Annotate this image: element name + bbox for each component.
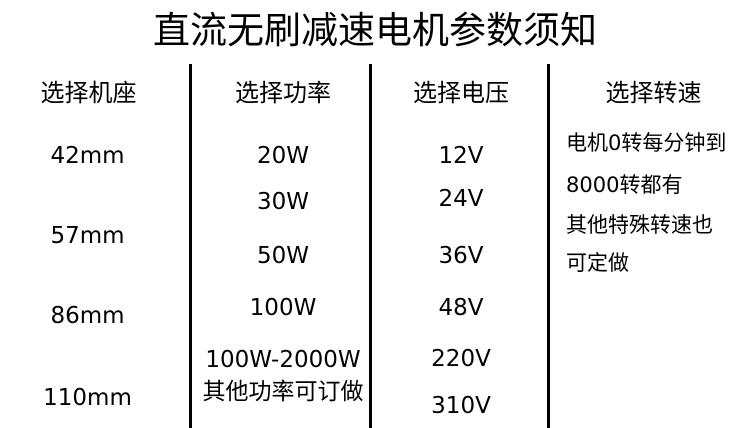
- note-speed-line-1: 电机0转每分钟到: [566, 131, 727, 155]
- cell-frame-1: 42mm: [50, 143, 125, 169]
- column-header-power: 选择功率: [235, 79, 331, 107]
- table-column-frame: 选择机座 42mm 57mm 86mm 110mm: [0, 64, 191, 428]
- page-title: 直流无刷减速电机参数须知: [153, 9, 597, 52]
- cell-voltage-6: 310V: [431, 393, 491, 419]
- column-header-speed: 选择转速: [605, 79, 702, 107]
- cell-frame-4: 110mm: [43, 385, 132, 411]
- table-column-voltage: 选择电压 12V 24V 36V 48V 220V 310V: [371, 64, 549, 428]
- cell-voltage-1: 12V: [438, 143, 484, 169]
- column-divider-2: [369, 64, 372, 428]
- cell-power-3: 50W: [256, 243, 309, 269]
- cell-frame-3: 86mm: [50, 303, 125, 329]
- note-speed-line-2: 8000转都有: [566, 173, 683, 197]
- cell-voltage-5: 220V: [431, 346, 491, 372]
- cell-voltage-2: 24V: [438, 186, 484, 212]
- cell-voltage-3: 36V: [438, 243, 484, 269]
- cell-power-6: 其他功率可订做: [202, 379, 364, 405]
- column-header-frame: 选择机座: [40, 79, 137, 107]
- cell-voltage-4: 48V: [438, 295, 484, 321]
- column-divider-1: [189, 64, 192, 428]
- note-speed-line-3: 其他特殊转速也: [566, 213, 713, 237]
- parameters-table: 选择机座 42mm 57mm 86mm 110mm 选择功率 20W 30W 5…: [0, 64, 750, 428]
- cell-power-2: 30W: [256, 189, 309, 215]
- column-divider-3: [547, 64, 550, 428]
- table-column-power: 选择功率 20W 30W 50W 100W 100W-2000W 其他功率可订做: [191, 64, 371, 428]
- table-column-speed: 选择转速 电机0转每分钟到 8000转都有 其他特殊转速也 可定做: [549, 64, 750, 428]
- cell-frame-2: 57mm: [50, 223, 125, 249]
- cell-power-1: 20W: [256, 143, 309, 169]
- column-header-voltage: 选择电压: [413, 79, 509, 107]
- cell-power-5: 100W-2000W: [205, 347, 361, 373]
- cell-power-4: 100W: [249, 295, 317, 321]
- note-speed-line-4: 可定做: [566, 251, 629, 275]
